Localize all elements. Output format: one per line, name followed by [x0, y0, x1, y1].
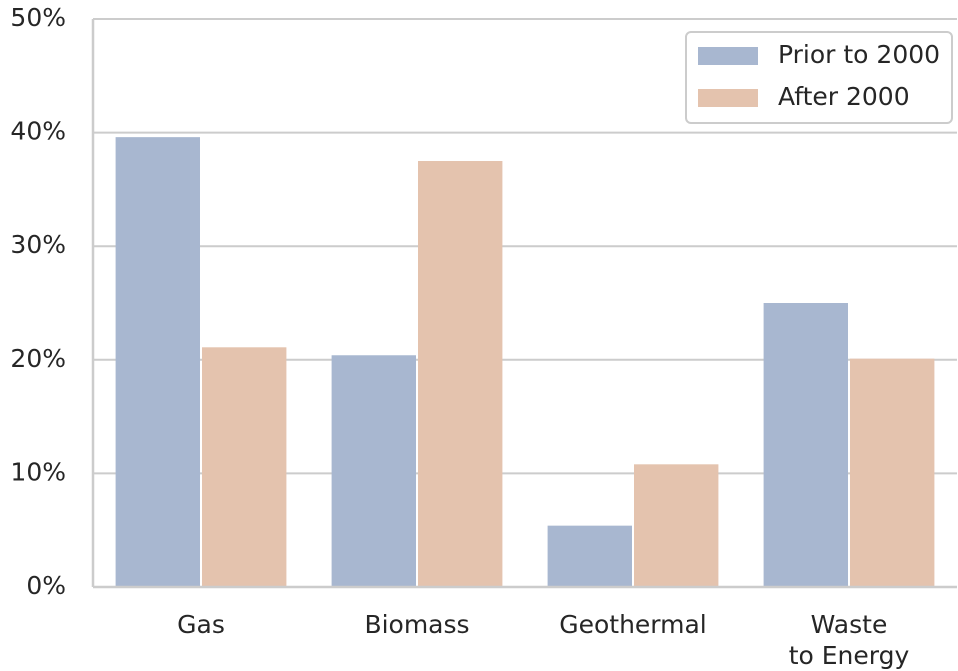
y-tick-label: 50% [10, 3, 66, 32]
x-axis-tick-labels: Gas Biomass Geothermal Waste to Energy [177, 610, 909, 670]
y-tick-label: 30% [10, 230, 66, 259]
bar [418, 161, 503, 587]
y-tick-label: 40% [10, 117, 66, 146]
bar [547, 525, 632, 587]
legend-swatch [698, 89, 758, 107]
x-tick-label: Biomass [364, 610, 469, 639]
axes [91, 19, 957, 589]
y-axis-tick-labels: 0% 10% 20% 30% 40% 50% [10, 3, 66, 600]
y-tick-label: 10% [10, 457, 66, 486]
bar [763, 303, 848, 587]
x-tick-label: Waste to Energy [789, 610, 910, 670]
legend: Prior to 2000 After 2000 [685, 31, 953, 124]
y-tick-label: 0% [26, 571, 66, 600]
bar [331, 355, 416, 587]
legend-label: Prior to 2000 [778, 40, 940, 69]
legend-label: After 2000 [778, 82, 910, 111]
legend-swatch [698, 47, 758, 65]
bar [202, 347, 287, 587]
x-tick-label: Geothermal [559, 610, 707, 639]
bar [634, 464, 719, 587]
x-tick-label: Gas [177, 610, 225, 639]
y-tick-label: 20% [10, 344, 66, 373]
bars [115, 137, 935, 588]
bar [850, 358, 935, 587]
bar [115, 137, 200, 588]
